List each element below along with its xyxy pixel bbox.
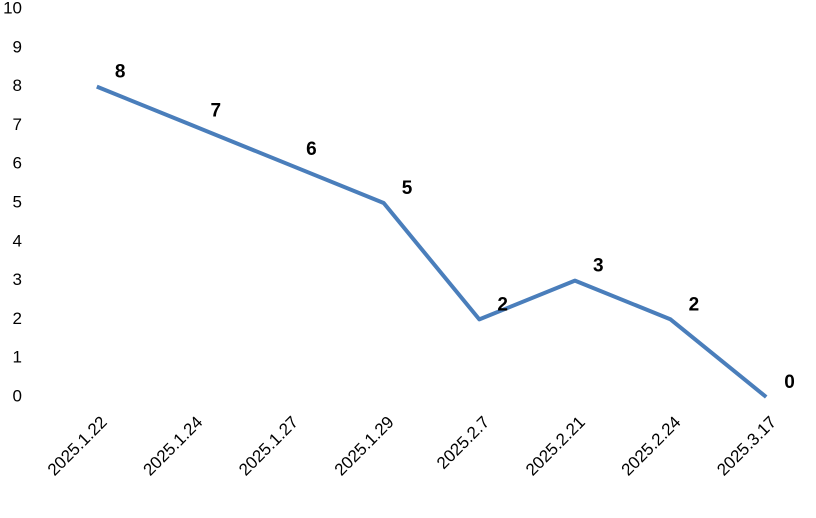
value-label: 3 [593,256,604,277]
y-tick-label: 9 [13,37,22,56]
y-tick-label: 4 [13,231,22,250]
value-label: 8 [115,62,126,83]
y-tick-label: 8 [13,76,22,95]
y-tick-label: 6 [13,154,22,173]
value-label: 0 [784,372,795,393]
value-label: 7 [210,100,221,121]
x-tick-label: 2025.2.7 [433,413,493,473]
x-tick-label: 2025.1.29 [331,413,398,480]
y-tick-label: 5 [13,192,22,211]
y-tick-label: 0 [13,386,22,405]
x-tick-label: 2025.1.27 [235,413,302,480]
value-label: 2 [689,294,700,315]
y-tick-label: 3 [13,270,22,289]
y-tick-label: 2 [13,309,22,328]
x-tick-label: 2025.2.21 [522,413,589,480]
value-label: 6 [306,139,317,160]
x-tick-label: 2025.2.24 [618,413,685,480]
line [96,84,768,399]
y-tick-label: 1 [13,348,22,367]
y-tick-label: 7 [13,115,22,134]
x-tick-label: 2025.1.24 [140,413,207,480]
value-label: 5 [402,178,413,199]
x-tick-label: 2025.3.17 [713,413,780,480]
x-tick-label: 2025.1.22 [44,413,111,480]
value-label: 2 [497,294,508,315]
y-tick-label: 10 [3,0,22,17]
